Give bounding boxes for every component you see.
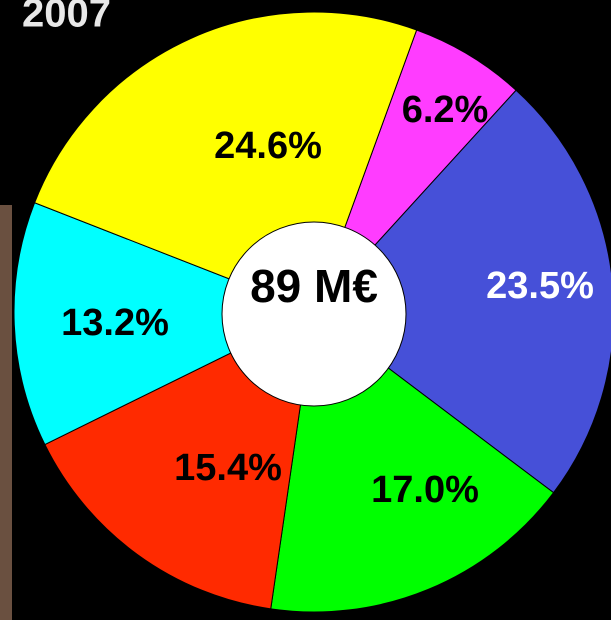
chart-title: 2007: [22, 0, 111, 36]
photo-strip: [0, 205, 12, 620]
center-circle: [222, 222, 406, 406]
data-label: 24.6%: [214, 125, 322, 167]
data-label: 6.2%: [402, 89, 489, 131]
page: 2007 6.2%23.5%17.0%15.4%13.2%24.6%89 M€ …: [0, 0, 611, 620]
center-label: 89 M€: [250, 260, 378, 312]
data-label: 23.5%: [486, 265, 594, 307]
data-label: 17.0%: [371, 469, 479, 511]
data-label: 15.4%: [174, 447, 282, 489]
data-label: 13.2%: [61, 302, 169, 344]
chart: 2007 6.2% 23.5% 17.0% 15.4% 13.2% 24.6% 89 M€: [0, 0, 611, 620]
